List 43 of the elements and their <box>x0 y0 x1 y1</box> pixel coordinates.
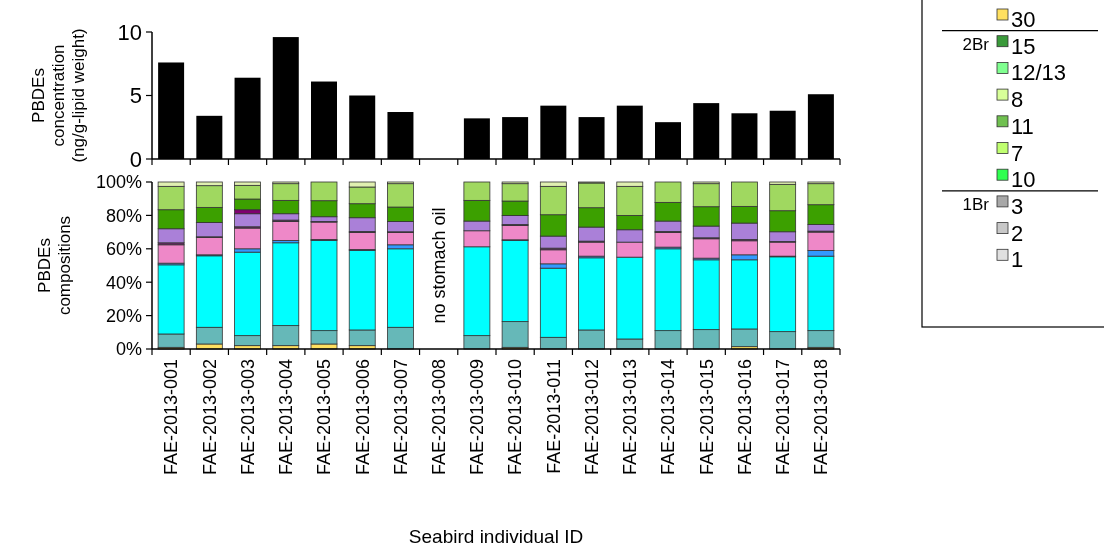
y-tick-label: 0% <box>115 339 142 360</box>
text: 1Br <box>962 194 990 214</box>
annotation: no stomach oil <box>428 207 449 324</box>
legend-label: 3 <box>1011 193 1024 219</box>
x-tick-label: FAE-2013-012 <box>581 359 602 476</box>
x-tick-label: FAE-2013-016 <box>734 359 755 476</box>
legend-label: 8 <box>1011 87 1024 113</box>
y-tick-label: 60% <box>105 239 142 260</box>
legend-label: 2 <box>1011 220 1024 246</box>
y-tick-label: 100% <box>95 172 142 193</box>
x-tick-label: FAE-2013-010 <box>505 359 526 476</box>
x-tick-label: FAE-2013-006 <box>352 359 373 476</box>
legend-label: 10 <box>1011 167 1036 193</box>
legend-label: 30 <box>1011 7 1036 32</box>
legend-label: 15 <box>1011 33 1036 59</box>
x-tick-label: FAE-2013-015 <box>696 359 717 476</box>
legend-label: 11 <box>1011 113 1034 139</box>
legend-label: 12/13 <box>1011 60 1067 86</box>
y-tick-label: 40% <box>105 272 142 293</box>
y-axis-title: PBDEs concentration (ng/g-lipid weight) <box>28 28 88 163</box>
x-tick-label: FAE-2013-003 <box>237 359 258 476</box>
x-tick-label: FAE-2013-018 <box>811 359 832 476</box>
x-axis-title: Seabird individual ID <box>408 526 584 547</box>
x-tick-label: FAE-2013-008 <box>428 359 449 476</box>
text: 2Br <box>962 34 990 54</box>
x-tick-label: FAE-2013-007 <box>390 359 411 476</box>
x-tick-label: FAE-2013-014 <box>658 359 679 476</box>
x-tick-label: FAE-2013-009 <box>467 359 488 476</box>
y-tick-label: 5 <box>129 83 142 109</box>
x-tick-label: FAE-2013-004 <box>276 359 297 476</box>
y-tick-label: 10 <box>117 19 142 45</box>
y-tick-label: 80% <box>105 205 142 226</box>
y-axis-title: PBDEs compositions <box>34 215 74 316</box>
legend-label: 1 <box>1011 247 1024 273</box>
y-tick-label: 20% <box>105 305 142 326</box>
x-tick-label: FAE-2013-001 <box>161 359 182 476</box>
x-tick-label: FAE-2013-005 <box>314 359 335 476</box>
x-tick-label: FAE-2013-002 <box>199 359 220 476</box>
y-tick-label: 0 <box>129 146 142 172</box>
legend-label: 7 <box>1011 140 1024 166</box>
x-tick-label: FAE-2013-013 <box>620 359 641 476</box>
x-tick-label: FAE-2013-011 <box>543 359 564 474</box>
x-tick-label: FAE-2013-017 <box>772 359 793 476</box>
